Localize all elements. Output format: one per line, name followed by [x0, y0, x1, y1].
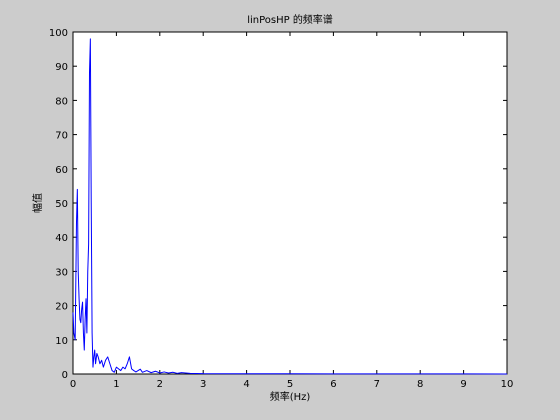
x-tick-label: 5 — [287, 379, 293, 390]
y-tick-label: 20 — [55, 302, 68, 313]
y-tick-label: 60 — [55, 165, 68, 176]
x-tick-label: 3 — [200, 379, 206, 390]
y-tick-label: 50 — [55, 199, 68, 210]
y-tick-label: 70 — [55, 131, 68, 142]
y-axis-label: 幅值 — [31, 193, 44, 213]
x-tick-label: 7 — [374, 379, 380, 390]
y-tick-label: 30 — [55, 267, 68, 278]
x-tick-label: 6 — [330, 379, 336, 390]
x-tick-label: 10 — [501, 379, 514, 390]
x-tick-label: 1 — [113, 379, 119, 390]
x-tick-label: 8 — [417, 379, 423, 390]
chart-title: linPosHP 的频率谱 — [247, 13, 333, 26]
x-tick-label: 4 — [243, 379, 249, 390]
x-tick-label: 9 — [460, 379, 466, 390]
plot-area — [73, 32, 507, 374]
y-tick-label: 90 — [55, 62, 68, 73]
x-axis-label: 频率(Hz) — [270, 390, 311, 403]
x-tick-label: 0 — [70, 379, 76, 390]
y-tick-label: 10 — [55, 336, 68, 347]
y-tick-label: 0 — [62, 370, 68, 381]
x-tick-label: 2 — [157, 379, 163, 390]
y-tick-label: 100 — [49, 28, 68, 39]
y-tick-label: 40 — [55, 233, 68, 244]
y-tick-label: 80 — [55, 96, 68, 107]
